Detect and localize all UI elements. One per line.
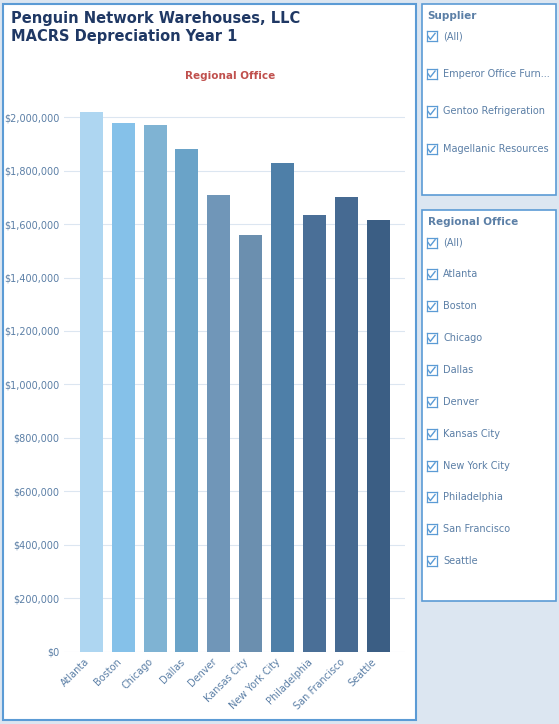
- Text: San Francisco: San Francisco: [443, 524, 510, 534]
- Bar: [112, 122, 135, 652]
- Bar: [80, 112, 103, 652]
- Text: Philadelphia: Philadelphia: [443, 492, 503, 502]
- Text: (All): (All): [443, 237, 463, 248]
- Text: Supplier: Supplier: [428, 11, 477, 21]
- Text: Seattle: Seattle: [443, 556, 478, 566]
- Bar: [271, 163, 294, 652]
- Text: Kansas City: Kansas City: [443, 429, 500, 439]
- Text: MACRS Depreciation Year 1: MACRS Depreciation Year 1: [11, 29, 238, 44]
- Bar: [239, 235, 262, 652]
- Bar: [207, 195, 230, 652]
- Bar: [144, 125, 167, 652]
- Text: (All): (All): [443, 31, 463, 41]
- Text: Denver: Denver: [443, 397, 479, 407]
- Bar: [367, 220, 390, 652]
- Text: Penguin Network Warehouses, LLC: Penguin Network Warehouses, LLC: [11, 11, 300, 26]
- Bar: [335, 198, 358, 652]
- Text: Boston: Boston: [443, 301, 477, 311]
- Text: Magellanic Resources: Magellanic Resources: [443, 144, 549, 154]
- Bar: [303, 215, 326, 652]
- Text: Gentoo Refrigeration: Gentoo Refrigeration: [443, 106, 545, 117]
- Bar: [176, 149, 198, 652]
- Text: Chicago: Chicago: [443, 333, 482, 343]
- Text: Regional Office: Regional Office: [428, 217, 518, 227]
- Text: Dallas: Dallas: [443, 365, 473, 375]
- Text: Atlanta: Atlanta: [443, 269, 479, 279]
- Text: Emperor Office Furn...: Emperor Office Furn...: [443, 69, 550, 79]
- Text: Regional Office: Regional Office: [185, 71, 276, 81]
- Text: New York City: New York City: [443, 460, 510, 471]
